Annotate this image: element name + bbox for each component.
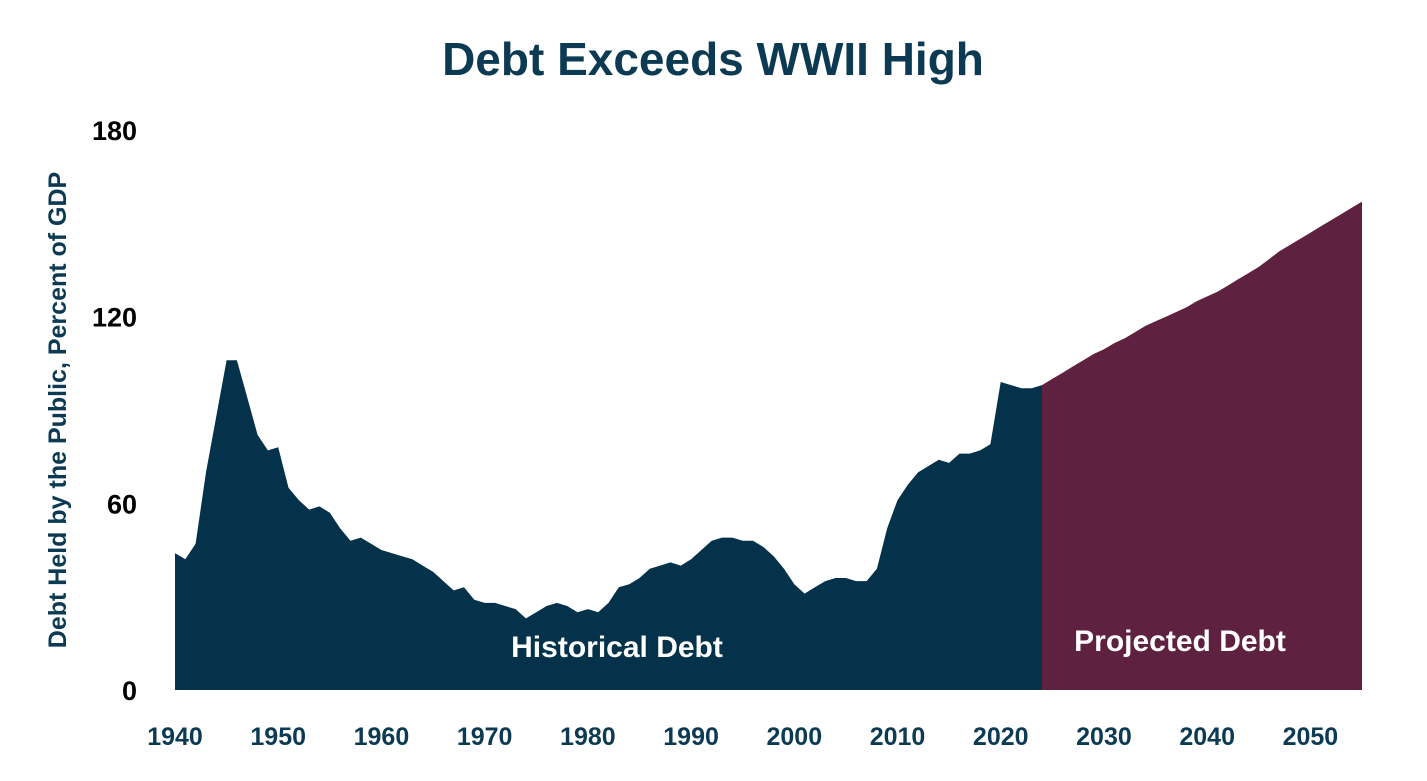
x-tick-label: 1950 <box>250 723 306 751</box>
area-projected <box>1042 201 1362 690</box>
x-tick-label: 1990 <box>663 723 719 751</box>
x-tick-label: 2020 <box>973 723 1029 751</box>
x-tick-label: 1980 <box>560 723 616 751</box>
y-tick-label: 0 <box>122 676 137 706</box>
area-historical <box>175 360 1042 690</box>
series-label-historical: Historical Debt <box>511 631 723 664</box>
y-tick-label: 60 <box>107 489 137 519</box>
y-tick-label: 180 <box>92 116 137 146</box>
x-tick-label: 2030 <box>1076 723 1132 751</box>
x-tick-label: 1940 <box>147 723 203 751</box>
x-tick-label: 2010 <box>870 723 926 751</box>
x-tick-label: 2040 <box>1179 723 1235 751</box>
y-axis-label: Debt Held by the Public, Percent of GDP <box>44 172 72 648</box>
x-tick-label: 2050 <box>1283 723 1339 751</box>
y-tick-label: 120 <box>92 303 137 333</box>
chart-title: Debt Exceeds WWII High <box>442 33 984 85</box>
x-tick-label: 1960 <box>354 723 410 751</box>
x-tick-label: 1970 <box>457 723 513 751</box>
series-label-projected: Projected Debt <box>1074 625 1286 658</box>
x-tick-label: 2000 <box>766 723 822 751</box>
